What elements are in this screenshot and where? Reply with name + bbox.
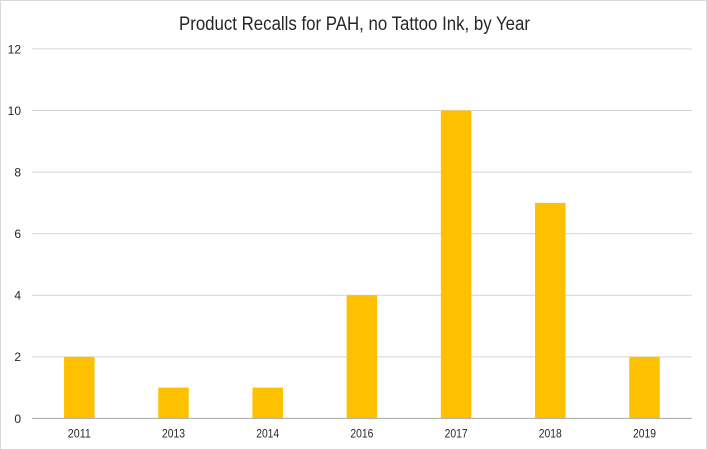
svg-text:0: 0 bbox=[14, 412, 21, 426]
svg-text:Product Recalls for PAH, no Ta: Product Recalls for PAH, no Tattoo Ink, … bbox=[179, 13, 530, 35]
svg-text:2018: 2018 bbox=[539, 426, 562, 440]
svg-text:2011: 2011 bbox=[68, 426, 91, 440]
svg-text:12: 12 bbox=[8, 42, 22, 56]
svg-text:2014: 2014 bbox=[256, 426, 279, 440]
svg-text:2016: 2016 bbox=[350, 426, 373, 440]
svg-text:6: 6 bbox=[14, 227, 21, 241]
svg-text:2: 2 bbox=[14, 350, 21, 364]
svg-text:10: 10 bbox=[8, 104, 22, 118]
svg-text:2013: 2013 bbox=[162, 426, 185, 440]
svg-text:2017: 2017 bbox=[445, 426, 468, 440]
svg-text:2019: 2019 bbox=[633, 426, 656, 440]
svg-text:8: 8 bbox=[14, 166, 21, 180]
svg-text:4: 4 bbox=[14, 289, 21, 303]
